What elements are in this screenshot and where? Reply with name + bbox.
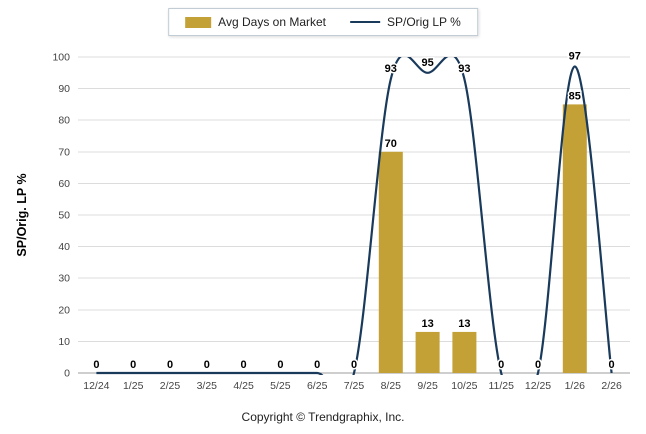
- x-tick-label: 11/25: [488, 380, 514, 392]
- legend-line-label: SP/Orig LP %: [387, 15, 461, 29]
- y-tick-label: 30: [58, 273, 70, 285]
- legend-item-bar: Avg Days on Market: [185, 15, 326, 29]
- line-value-label: 93: [385, 63, 397, 75]
- x-tick-label: 12/25: [525, 380, 551, 392]
- y-tick-label: 70: [58, 146, 70, 158]
- y-tick-label: 100: [52, 52, 70, 64]
- bar-swatch: [185, 16, 212, 28]
- x-tick-label: 2/26: [601, 380, 622, 392]
- y-tick-label: 90: [58, 83, 70, 95]
- y-tick-label: 40: [58, 241, 70, 253]
- x-tick-label: 7/25: [344, 380, 365, 392]
- x-tick-label: 1/26: [565, 380, 586, 392]
- line-value-label: 95: [421, 57, 433, 69]
- bar-value-label: 70: [385, 138, 397, 150]
- bar-value-label: 0: [535, 359, 541, 371]
- y-tick-label: 10: [58, 336, 70, 348]
- line-swatch: [350, 21, 381, 23]
- legend: Avg Days on Market SP/Orig LP %: [168, 8, 478, 36]
- bar-value-label: 0: [167, 359, 173, 371]
- x-tick-label: 12/24: [83, 380, 109, 392]
- y-tick-label: 60: [58, 178, 70, 190]
- bar: [378, 151, 403, 373]
- bar: [415, 331, 440, 373]
- x-tick-label: 1/25: [123, 380, 144, 392]
- trend-line: [96, 57, 613, 375]
- legend-bar-label: Avg Days on Market: [218, 15, 327, 29]
- x-tick-label: 3/25: [197, 380, 218, 392]
- x-tick-label: 10/25: [451, 380, 477, 392]
- x-tick-label: 4/25: [233, 380, 254, 392]
- bar-value-label: 0: [277, 359, 283, 371]
- y-tick-label: 80: [58, 115, 70, 127]
- x-tick-label: 2/25: [160, 380, 181, 392]
- x-tick-label: 6/25: [307, 380, 328, 392]
- y-tick-label: 20: [58, 304, 70, 316]
- y-tick-label: 50: [58, 210, 70, 222]
- x-tick-label: 8/25: [381, 380, 402, 392]
- line-value-label: 93: [458, 63, 470, 75]
- x-tick-label: 5/25: [270, 380, 291, 392]
- copyright-text: Copyright © Trendgraphix, Inc.: [241, 410, 405, 424]
- bar-value-label: 0: [314, 359, 320, 371]
- line-value-label: 97: [569, 50, 581, 62]
- legend-item-line: SP/Orig LP %: [350, 15, 461, 29]
- bar-value-label: 0: [351, 359, 357, 371]
- bar: [562, 104, 587, 374]
- bar-value-label: 0: [93, 359, 99, 371]
- bar-value-label: 0: [498, 359, 504, 371]
- bar-value-label: 0: [130, 359, 136, 371]
- x-tick-label: 9/25: [417, 380, 438, 392]
- bar-value-label: 0: [609, 359, 615, 371]
- bar-value-label: 0: [204, 359, 210, 371]
- y-axis-title: SP/Orig. LP %: [15, 173, 29, 257]
- bar-value-label: 13: [421, 318, 433, 330]
- bar-value-label: 13: [458, 318, 470, 330]
- y-tick-label: 0: [64, 368, 70, 380]
- bar-value-label: 85: [569, 90, 581, 102]
- bar: [452, 331, 477, 373]
- bar-value-label: 0: [241, 359, 247, 371]
